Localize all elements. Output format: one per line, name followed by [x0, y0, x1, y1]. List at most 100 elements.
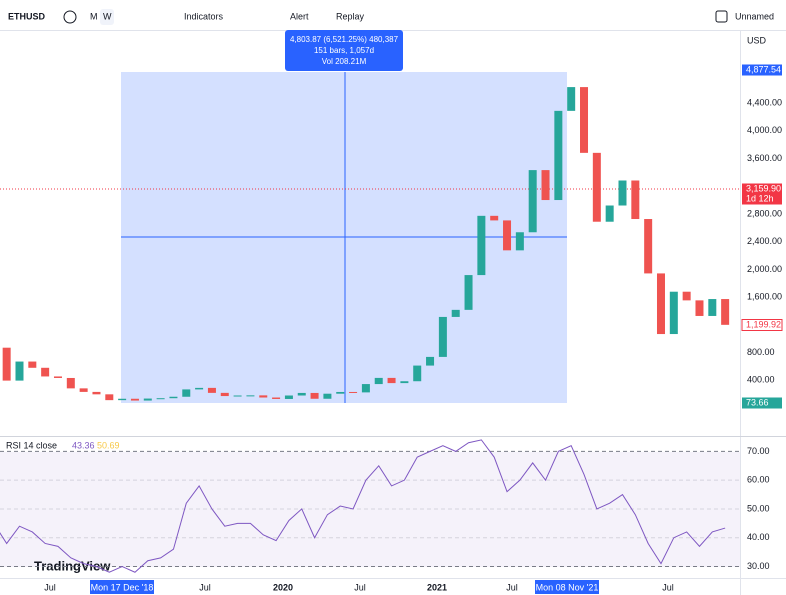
time-label: Jul: [662, 582, 674, 592]
rsi-tick-label: 30.00: [747, 561, 770, 571]
candle: [503, 220, 512, 251]
candle: [310, 392, 319, 399]
price-tick-label: 4,000.00: [747, 125, 782, 135]
rsi-band: [0, 452, 740, 567]
candle: [259, 395, 268, 398]
alert-button[interactable]: Alert: [290, 11, 309, 21]
measure-text: Vol 208.21M: [322, 57, 367, 66]
candle: [515, 232, 524, 251]
price-badge-label: 1d 12h: [746, 193, 774, 203]
candle: [41, 367, 50, 377]
candle: [156, 398, 165, 400]
time-label: 2020: [273, 582, 293, 592]
candle: [374, 377, 383, 385]
candle: [105, 394, 114, 401]
crosshair-time-bg: [535, 580, 599, 594]
price-tick-label: 3,600.00: [747, 153, 782, 163]
candle: [284, 395, 293, 399]
price-badge-label: 3,159.90: [746, 183, 781, 193]
price-badge: [741, 319, 783, 331]
rsi-value: 43.36: [72, 440, 95, 450]
measure-text: 4,803.87 (6,521.25%) 480,387: [290, 35, 399, 44]
rsi-tick-label: 70.00: [747, 446, 770, 456]
candle: [387, 377, 396, 384]
measure-tool: 4,803.87 (6,521.25%) 480,387 151 bars, 1…: [121, 30, 567, 403]
candle: [426, 356, 435, 366]
candle: [400, 381, 409, 384]
candle: [336, 391, 345, 394]
candle: [721, 299, 730, 325]
candle: [695, 300, 704, 316]
candle: [567, 87, 576, 111]
layout-checkbox[interactable]: [715, 10, 728, 23]
interval[interactable]: M: [90, 11, 98, 21]
rsi-tick-label: 40.00: [747, 532, 770, 542]
candle: [451, 309, 460, 317]
candle: [53, 376, 62, 378]
candle: [528, 170, 537, 233]
candle: [438, 316, 447, 357]
candle: [143, 398, 152, 401]
candle: [413, 365, 422, 382]
candle: [644, 219, 653, 274]
price-badge-label: 4,877.54: [746, 64, 781, 74]
toolbar: [0, 0, 786, 30]
price-badge: [742, 64, 782, 76]
candle: [708, 299, 717, 316]
currency[interactable]: USD: [747, 35, 767, 45]
candle: [656, 273, 665, 335]
candle: [349, 391, 358, 393]
active-interval-bg: [100, 9, 114, 25]
candle: [592, 152, 601, 222]
interval[interactable]: W: [103, 11, 112, 21]
price-tick-label: 4,400.00: [747, 97, 782, 107]
symbol[interactable]: ETHUSD: [8, 11, 46, 21]
candle: [272, 397, 281, 399]
candle: [207, 387, 216, 393]
price-badge: [742, 183, 782, 195]
price-tick-label: 2,800.00: [747, 208, 782, 218]
layout-name[interactable]: Unnamed: [735, 11, 774, 21]
candle: [79, 388, 88, 392]
candle: [169, 396, 178, 399]
time-label: Jul: [506, 582, 518, 592]
price-badge: [742, 397, 782, 409]
price-tick-label: 2,400.00: [747, 236, 782, 246]
candle: [66, 377, 75, 389]
candle: [118, 398, 127, 401]
price-badge-label: 1,199.92: [746, 319, 781, 329]
candle: [361, 384, 370, 393]
price-badge: [742, 193, 782, 205]
price-tick-label: 2,000.00: [747, 264, 782, 274]
candle: [182, 389, 191, 397]
price-badge-label: 73.66: [746, 397, 769, 407]
candle: [669, 291, 678, 335]
candle: [92, 391, 101, 395]
candle: [246, 395, 255, 397]
plot-area: [0, 87, 740, 573]
time-label: Jul: [354, 582, 366, 592]
crosshair-time-bg: [90, 580, 154, 594]
candle: [490, 215, 499, 221]
candle: [297, 392, 306, 396]
candle: [15, 361, 24, 381]
rsi-line: [0, 439, 726, 573]
candle: [323, 393, 332, 399]
rsi-title: RSI 14 close: [6, 440, 57, 450]
candle: [233, 395, 242, 397]
candle: [195, 387, 204, 390]
compare-button[interactable]: [63, 10, 77, 24]
candle: [682, 291, 691, 301]
candle: [618, 180, 627, 206]
candle: [554, 110, 563, 201]
candle: [580, 87, 589, 153]
indicators-button[interactable]: Indicators: [184, 11, 224, 21]
price-tick-label: 1,600.00: [747, 291, 782, 301]
candle: [2, 347, 11, 381]
time-label: Mon 08 Nov '21: [536, 582, 599, 592]
measure-text: 151 bars, 1,057d: [314, 46, 374, 55]
candle: [605, 205, 614, 222]
rsi-tick-label: 50.00: [747, 503, 770, 513]
replay-button[interactable]: Replay: [336, 11, 365, 21]
